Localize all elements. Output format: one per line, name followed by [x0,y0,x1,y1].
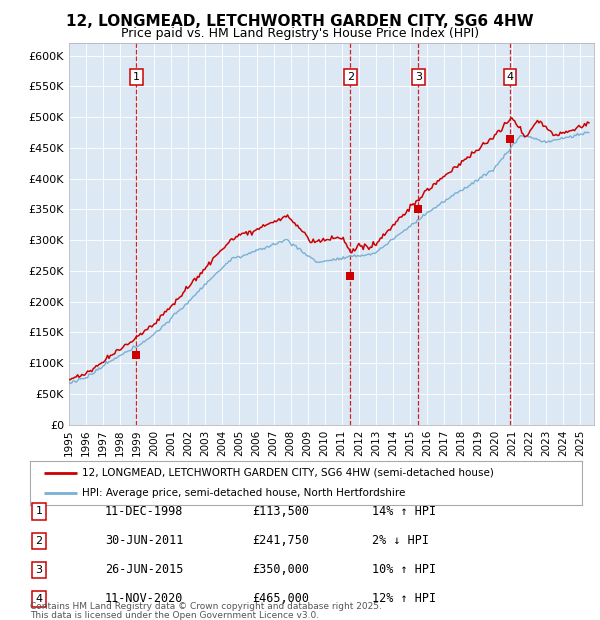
Text: Contains HM Land Registry data © Crown copyright and database right 2025.: Contains HM Land Registry data © Crown c… [30,602,382,611]
Text: HPI: Average price, semi-detached house, North Hertfordshire: HPI: Average price, semi-detached house,… [82,488,406,498]
Text: 12, LONGMEAD, LETCHWORTH GARDEN CITY, SG6 4HW: 12, LONGMEAD, LETCHWORTH GARDEN CITY, SG… [66,14,534,29]
Text: 26-JUN-2015: 26-JUN-2015 [105,564,184,576]
Text: £465,000: £465,000 [252,593,309,605]
Text: 1: 1 [133,72,140,82]
Text: 12% ↑ HPI: 12% ↑ HPI [372,593,436,605]
Text: 4: 4 [35,594,43,604]
Text: 12, LONGMEAD, LETCHWORTH GARDEN CITY, SG6 4HW (semi-detached house): 12, LONGMEAD, LETCHWORTH GARDEN CITY, SG… [82,467,494,478]
Text: £241,750: £241,750 [252,534,309,547]
Text: £350,000: £350,000 [252,564,309,576]
Text: 30-JUN-2011: 30-JUN-2011 [105,534,184,547]
Text: 2: 2 [35,536,43,546]
Text: 14% ↑ HPI: 14% ↑ HPI [372,505,436,518]
Text: 3: 3 [35,565,43,575]
Text: 10% ↑ HPI: 10% ↑ HPI [372,564,436,576]
Text: 11-DEC-1998: 11-DEC-1998 [105,505,184,518]
Text: This data is licensed under the Open Government Licence v3.0.: This data is licensed under the Open Gov… [30,611,319,619]
Text: 2: 2 [347,72,354,82]
Text: 4: 4 [506,72,514,82]
Text: £113,500: £113,500 [252,505,309,518]
Text: 2% ↓ HPI: 2% ↓ HPI [372,534,429,547]
Text: 3: 3 [415,72,422,82]
Text: 1: 1 [35,507,43,516]
Text: Price paid vs. HM Land Registry's House Price Index (HPI): Price paid vs. HM Land Registry's House … [121,27,479,40]
Text: 11-NOV-2020: 11-NOV-2020 [105,593,184,605]
